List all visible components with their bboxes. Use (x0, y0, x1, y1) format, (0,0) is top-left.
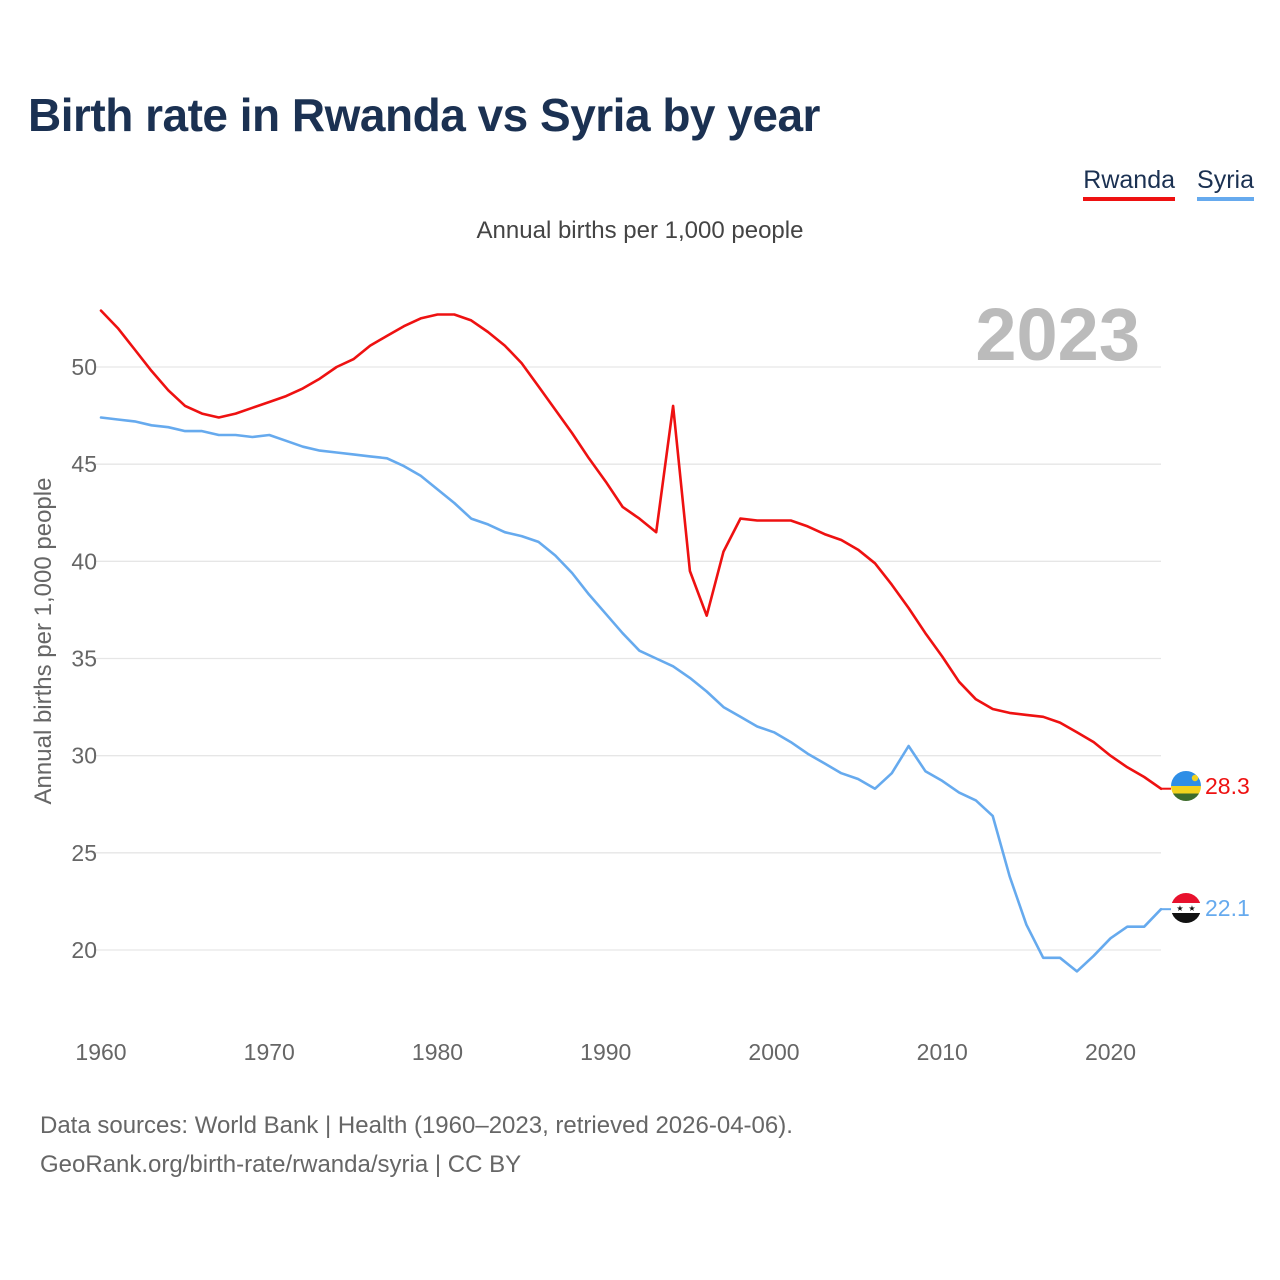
svg-text:★: ★ (1188, 904, 1195, 913)
series-line-syria (99, 416, 1163, 973)
chart-title: Birth rate in Rwanda vs Syria by year (28, 89, 820, 141)
syria-flag-icon: ★ ★ (1171, 893, 1201, 923)
x-tick-label: 1960 (75, 1039, 126, 1065)
legend-item-rwanda[interactable]: Rwanda (1083, 166, 1176, 201)
x-tick-label: 1980 (412, 1039, 463, 1065)
series-layer (99, 309, 1171, 973)
y-axis-label: Annual births per 1,000 people (30, 478, 57, 805)
y-axis-ticks: 20 25 30 35 40 45 50 (71, 354, 97, 963)
source-line-1: Data sources: World Bank | Health (1960–… (40, 1112, 793, 1139)
svg-text:★: ★ (1176, 904, 1183, 913)
x-tick-label: 2020 (1085, 1039, 1136, 1065)
y-tick-label: 35 (71, 646, 97, 672)
series-line-rwanda (99, 309, 1163, 791)
source-line-2: GeoRank.org/birth-rate/rwanda/syria | CC… (40, 1151, 522, 1178)
x-tick-label: 2010 (917, 1039, 968, 1065)
x-axis-ticks: 1960 1970 1980 1990 2000 2010 2020 (75, 1039, 1136, 1065)
gridlines (95, 366, 1161, 951)
x-tick-label: 1970 (244, 1039, 295, 1065)
y-tick-label: 25 (71, 840, 97, 866)
y-tick-label: 30 (71, 743, 97, 769)
legend: Rwanda Syria (1083, 166, 1254, 201)
legend-item-syria[interactable]: Syria (1197, 166, 1254, 201)
rwanda-flag-icon (1171, 771, 1201, 801)
x-tick-label: 2000 (748, 1039, 799, 1065)
y-tick-label: 20 (71, 937, 97, 963)
data-source: Data sources: World Bank | Health (1960–… (40, 1106, 793, 1184)
y-tick-label: 45 (71, 451, 97, 477)
rwanda-end-value-label: 28.3 (1205, 773, 1250, 799)
syria-end-value-label: 22.1 (1205, 895, 1250, 921)
y-tick-label: 40 (71, 548, 97, 574)
y-tick-label: 50 (71, 354, 97, 380)
chart-subtitle: Annual births per 1,000 people (476, 217, 804, 244)
year-watermark: 2023 (975, 293, 1140, 376)
x-tick-label: 1990 (580, 1039, 631, 1065)
